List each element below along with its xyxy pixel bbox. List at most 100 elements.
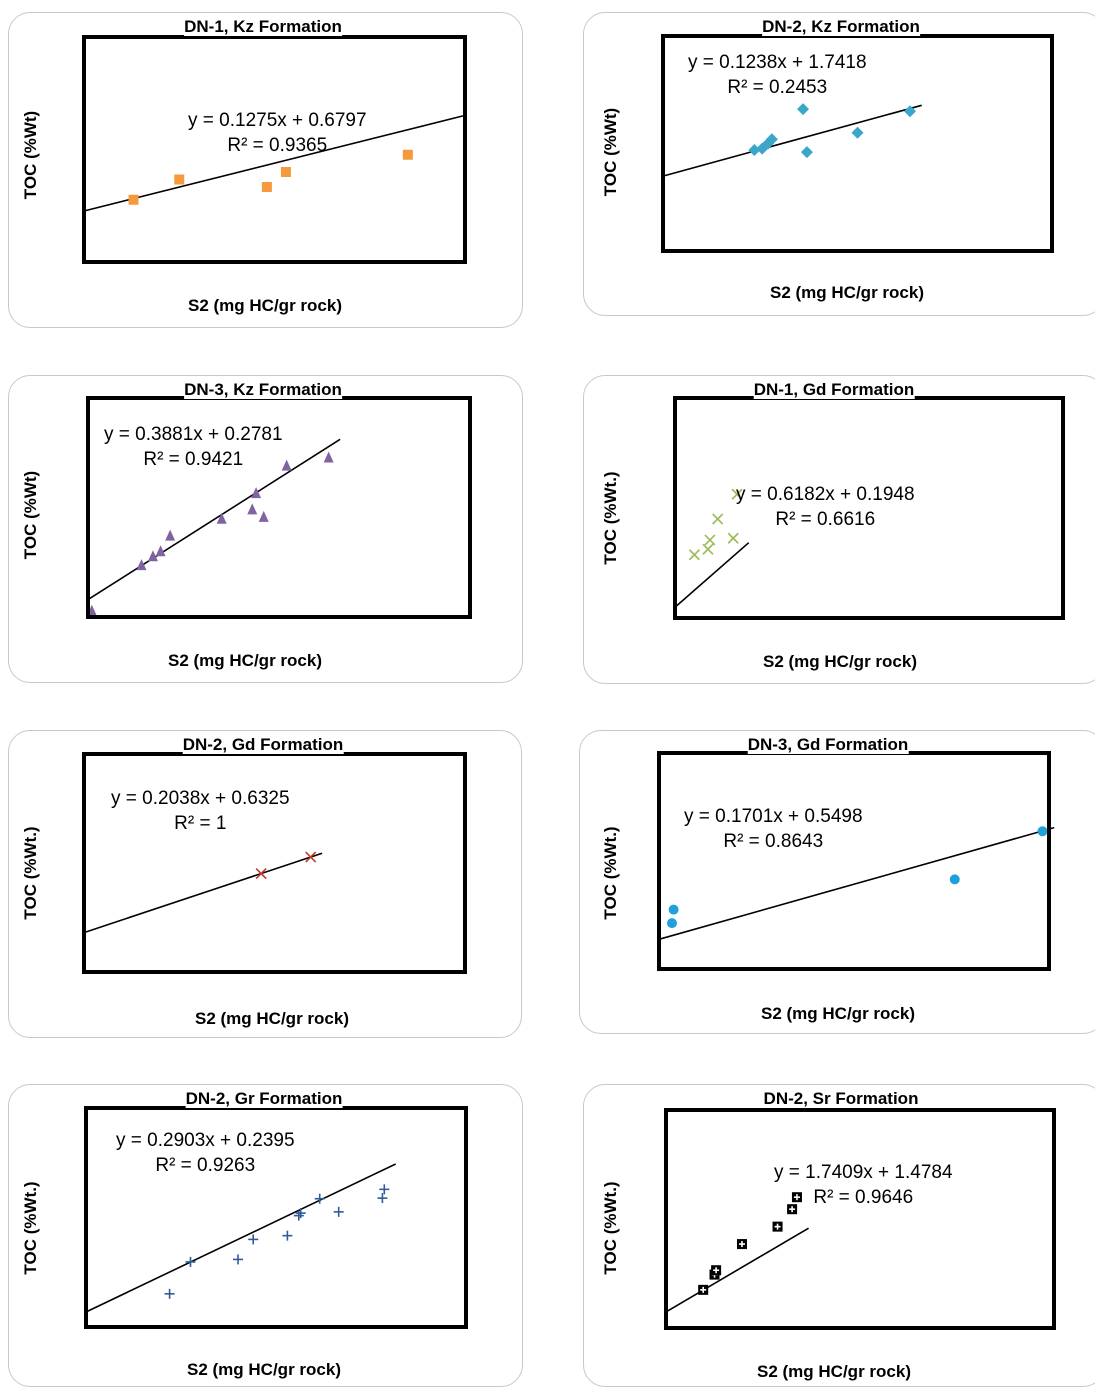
data-point-0: [667, 918, 677, 929]
r-squared: R² = 0.9421: [143, 449, 244, 470]
regression-equation: y = 0.2903x + 0.2395: [116, 1130, 295, 1151]
chart-panel: [579, 730, 1095, 1034]
data-point-0: [748, 143, 761, 156]
data-point-1: [305, 851, 317, 863]
trendline-equation: y = 0.2038x + 0.6325 R² = 1: [111, 786, 290, 836]
data-point-4: [402, 149, 413, 160]
data-point-0: [688, 549, 700, 561]
x-axis-label: S2 (mg HC/gr rock): [187, 1360, 341, 1379]
data-point-1: [185, 1256, 196, 1267]
r-squared: R² = 0.6616: [775, 509, 876, 530]
trendline: [665, 1227, 809, 1313]
x-axis-label: S2 (mg HC/gr rock): [770, 283, 924, 302]
data-point-2: [762, 137, 775, 150]
data-point-4: [727, 532, 739, 544]
y-axis-label: TOC (%Wt.): [601, 471, 620, 565]
trendline: [87, 438, 341, 601]
y-axis-label: TOC (%Wt.): [21, 826, 40, 920]
chart-title: DN-2, Gr Formation: [185, 1089, 343, 1108]
trendline-equation: y = 0.1238x + 1.7418 R² = 0.2453: [688, 50, 867, 100]
data-point-2: [233, 1254, 243, 1265]
chart-title: DN-3, Gd Formation: [747, 735, 909, 754]
data-point-0: [164, 1288, 175, 1299]
data-point-4: [797, 103, 810, 116]
plot-frame: [84, 1106, 468, 1329]
y-axis-label: TOC (%Wt.): [601, 1181, 620, 1275]
data-point-2: [704, 534, 716, 546]
plot-frame: [661, 34, 1054, 253]
chart-title: DN-1, Kz Formation: [184, 17, 342, 36]
regression-equation: y = 0.3881x + 0.2781: [104, 424, 283, 445]
r-squared: R² = 0.9646: [813, 1187, 914, 1208]
regression-equation: y = 0.2038x + 0.6325: [111, 788, 290, 809]
data-point-3: [1037, 826, 1048, 837]
data-point-9: [377, 1193, 388, 1204]
y-axis-label: TOC (%Wt.): [601, 826, 620, 920]
plot-area: [84, 1106, 468, 1329]
data-point-5: [787, 1204, 798, 1215]
data-point-4: [772, 1221, 783, 1232]
data-point-7: [251, 487, 262, 499]
plot-area: [657, 751, 1055, 971]
data-point-8: [258, 510, 269, 522]
trendline: [85, 1163, 397, 1313]
plot-area: [82, 35, 467, 264]
trendline-equation: y = 0.6182x + 0.1948 R² = 0.6616: [736, 482, 915, 532]
x-axis-label: S2 (mg HC/gr rock): [763, 652, 917, 671]
chart-title: DN-1, Gd Formation: [753, 380, 915, 399]
trendline-equation: y = 0.1701x + 0.5498 R² = 0.8643: [684, 804, 863, 854]
plot-frame: [82, 35, 467, 264]
r-squared: R² = 0.2453: [727, 77, 828, 98]
trendline-equation: y = 0.1275x + 0.6797 R² = 0.9365: [188, 108, 367, 158]
data-point-0: [255, 868, 267, 880]
data-point-2: [261, 182, 272, 192]
r-squared: R² = 0.8643: [723, 831, 824, 852]
regression-equation: y = 0.1701x + 0.5498: [684, 806, 863, 827]
y-axis-label: TOC (%Wt): [21, 470, 40, 560]
data-point-3: [736, 1239, 747, 1250]
chart-title: DN-3, Kz Formation: [184, 380, 342, 399]
x-axis-label: S2 (mg HC/gr rock): [195, 1009, 349, 1028]
chart-panel: [583, 375, 1095, 684]
data-point-7: [314, 1193, 325, 1204]
chart-panel: [8, 12, 523, 328]
data-point-5: [731, 488, 743, 500]
trendline: [83, 852, 323, 934]
y-axis-label: TOC (%Wt.): [21, 1181, 40, 1275]
regression-equation: y = 0.6182x + 0.1948: [736, 484, 915, 505]
regression-equation: y = 0.1275x + 0.6797: [188, 110, 367, 131]
data-point-5: [293, 1210, 304, 1221]
chart-title: DN-2, Gd Formation: [182, 735, 344, 754]
data-point-0: [698, 1284, 709, 1295]
data-point-4: [165, 529, 176, 541]
data-point-5: [800, 146, 813, 159]
trendline: [83, 114, 466, 212]
data-point-3: [280, 167, 291, 177]
data-point-4: [282, 1230, 293, 1241]
trendline: [662, 104, 922, 177]
chart-panel: [583, 1084, 1095, 1387]
data-point-2: [949, 874, 960, 885]
chart-title: DN-2, Sr Formation: [763, 1089, 919, 1108]
plot-frame: [82, 752, 467, 974]
data-point-2: [711, 1265, 722, 1276]
data-point-0: [128, 194, 139, 205]
y-axis-label: TOC (%Wt): [21, 110, 40, 200]
data-point-1: [702, 543, 714, 555]
data-point-8: [333, 1206, 344, 1217]
data-point-3: [712, 513, 724, 525]
r-squared: R² = 1: [174, 813, 227, 834]
chart-panel: [8, 375, 523, 683]
trendline-equation: y = 0.3881x + 0.2781 R² = 0.9421: [104, 422, 283, 472]
data-point-5: [216, 512, 227, 524]
trendline-equation: y = 1.7409x + 1.4784 R² = 0.9646: [774, 1160, 953, 1210]
r-squared: R² = 0.9263: [155, 1155, 256, 1176]
regression-equation: y = 1.7409x + 1.4784: [774, 1162, 953, 1183]
chart-panel: [8, 730, 522, 1038]
trendline-equation: y = 0.2903x + 0.2395 R² = 0.9263: [116, 1128, 295, 1178]
chart-panel: [8, 1084, 523, 1387]
x-axis-label: S2 (mg HC/gr rock): [761, 1004, 915, 1023]
plot-area: [664, 1108, 1056, 1330]
data-point-3: [155, 545, 166, 557]
data-point-6: [247, 503, 258, 515]
